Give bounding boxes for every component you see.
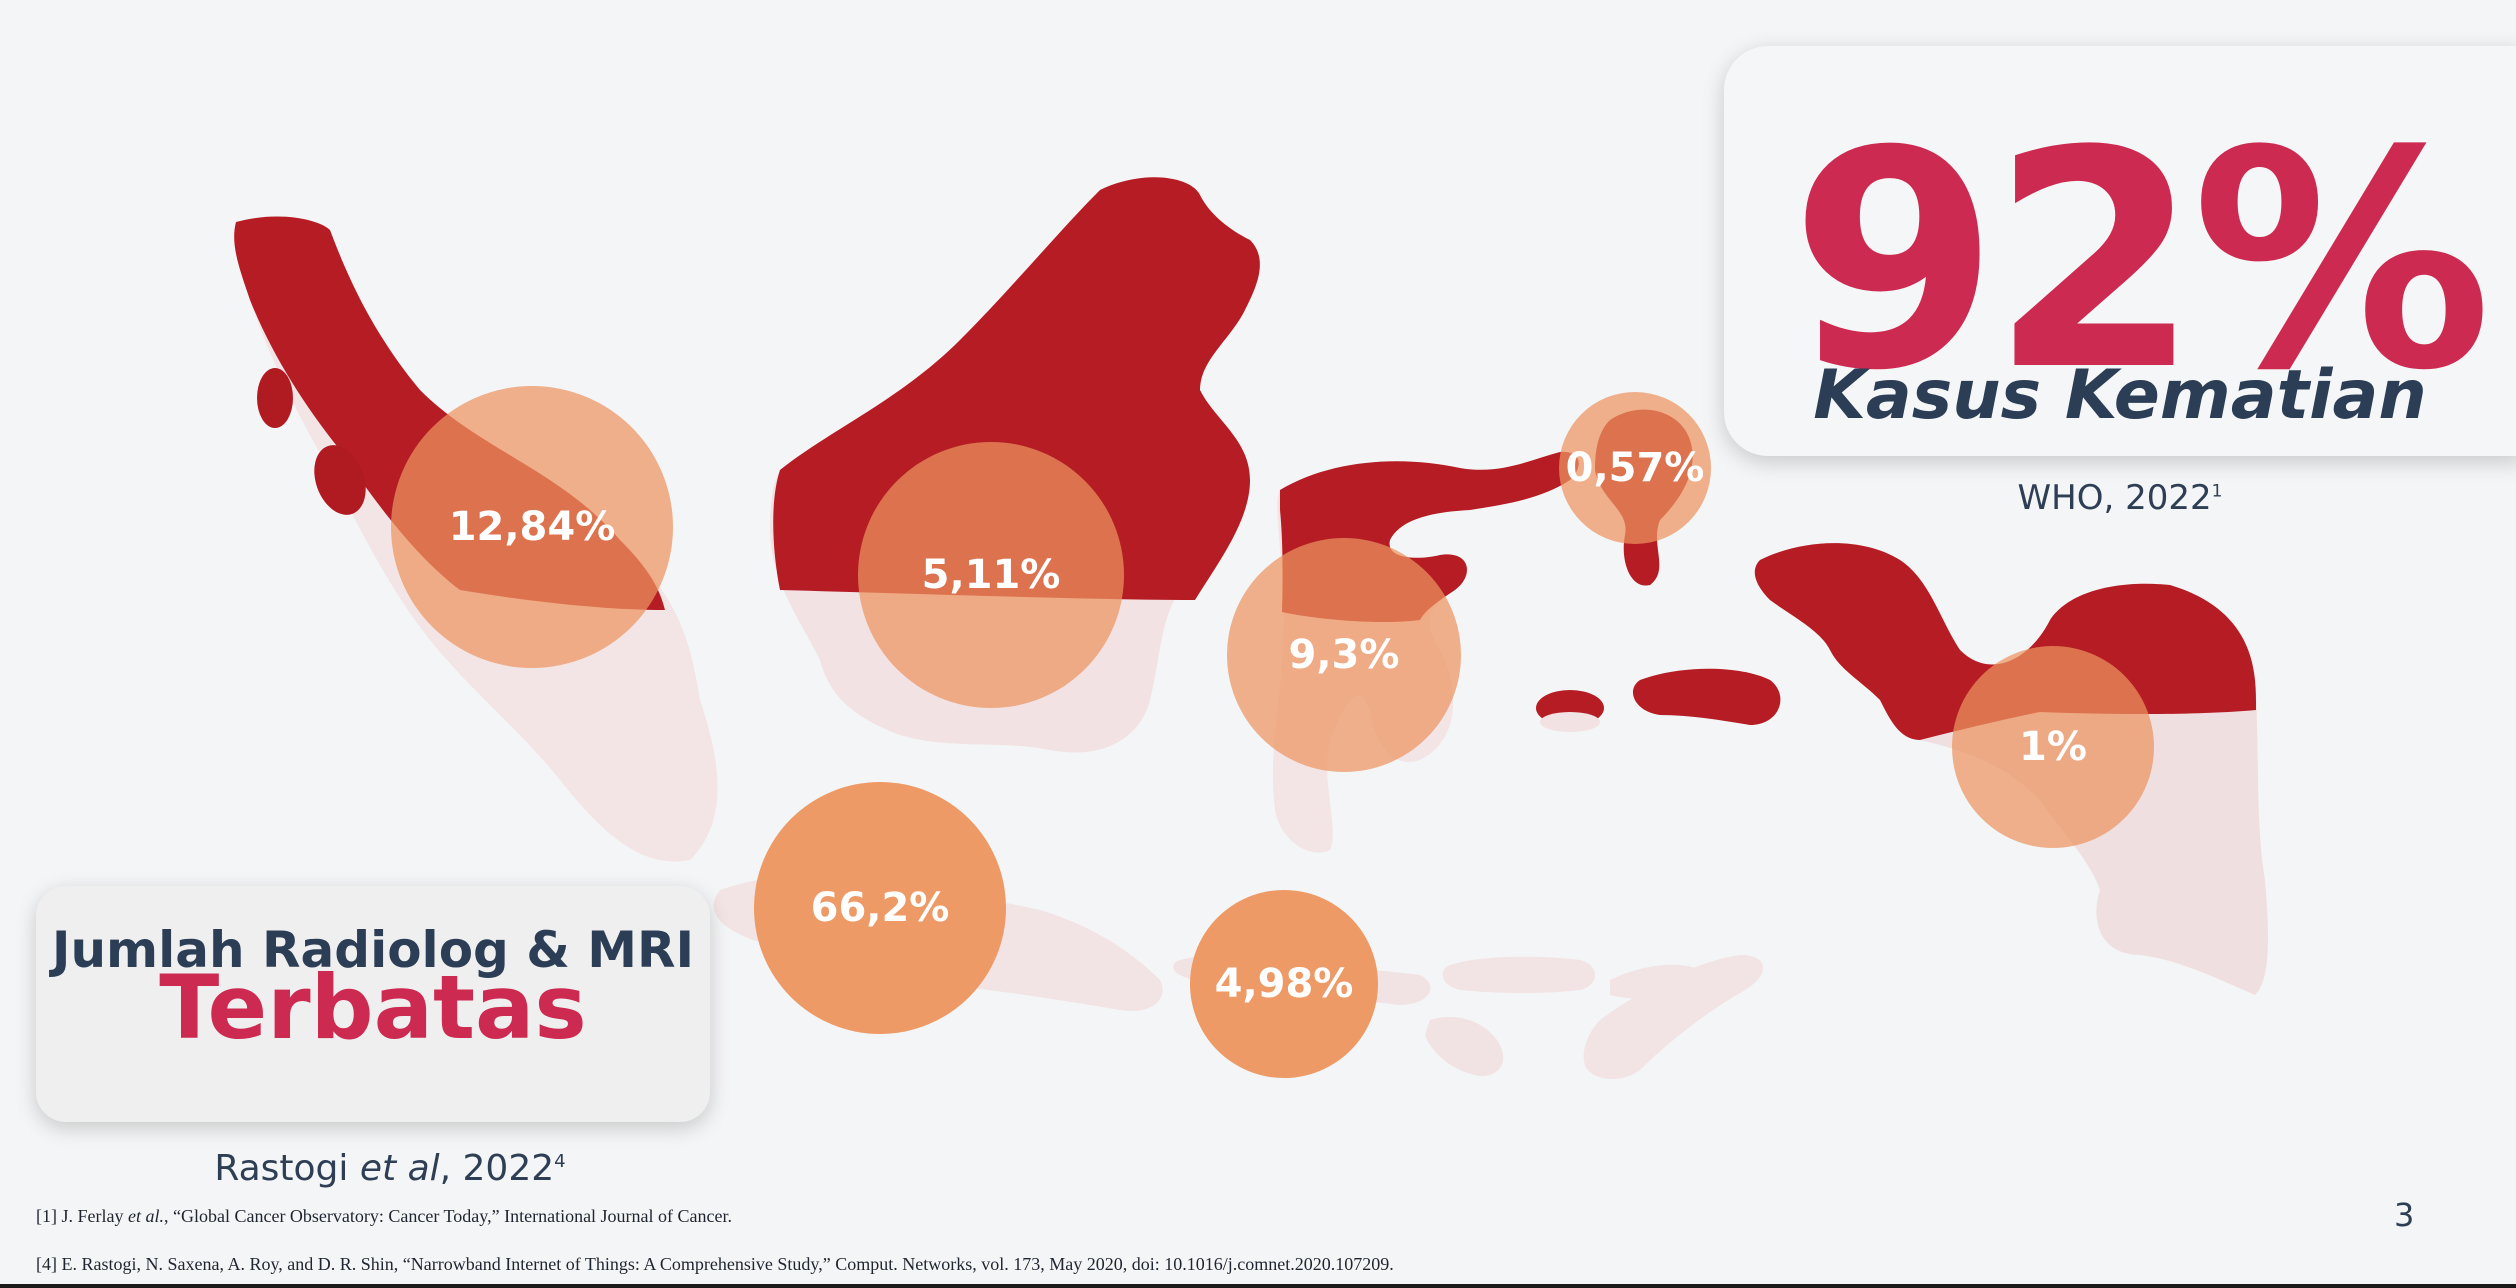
citation: Rastogi et al, 20224 bbox=[150, 1148, 630, 1189]
bubble-maluku-utara-value: 0,57% bbox=[1565, 445, 1705, 491]
radiolog-card bbox=[36, 886, 710, 1122]
stat-source-text: WHO, 2022 bbox=[2017, 478, 2212, 518]
stat-source: WHO, 20221 bbox=[1900, 478, 2340, 518]
bubble-jawa: 66,2% bbox=[754, 782, 1006, 1034]
reference-1-num: [1] J. Ferlay bbox=[36, 1206, 128, 1226]
bubble-sumatra: 12,84% bbox=[391, 386, 673, 668]
bubble-kalimantan: 5,11% bbox=[858, 442, 1124, 708]
bubble-papua-value: 1% bbox=[2019, 724, 2087, 770]
stat-value: 92% bbox=[1790, 87, 2492, 436]
bubble-sulawesi: 9,3% bbox=[1227, 538, 1461, 772]
bubble-maluku-utara: 0,57% bbox=[1559, 392, 1711, 544]
bubble-nusa-tenggara-value: 4,98% bbox=[1214, 961, 1354, 1007]
bubble-sulawesi-value: 9,3% bbox=[1288, 632, 1400, 678]
bubble-kalimantan-value: 5,11% bbox=[921, 552, 1061, 598]
stat-label: Kasus Kematian bbox=[1813, 356, 2427, 435]
reference-4: [4] E. Rastogi, N. Saxena, A. Roy, and D… bbox=[36, 1254, 1394, 1274]
citation-etal: et al bbox=[359, 1148, 440, 1189]
island-nusa-tenggara bbox=[1173, 954, 1764, 1080]
stat-source-ref: 1 bbox=[2211, 481, 2223, 502]
page-number: 3 bbox=[2394, 1196, 2415, 1234]
bubble-papua: 1% bbox=[1952, 646, 2154, 848]
bubble-nusa-tenggara: 4,98% bbox=[1190, 890, 1378, 1078]
bubble-jawa-value: 66,2% bbox=[810, 885, 950, 931]
reference-1-rest: , “Global Cancer Observatory: Cancer Tod… bbox=[163, 1206, 733, 1226]
radiolog-card-title: Jumlah Radiolog & MRI bbox=[51, 921, 695, 979]
reference-1: [1] J. Ferlay et al., “Global Cancer Obs… bbox=[36, 1206, 732, 1227]
bubble-sumatra-value: 12,84% bbox=[448, 504, 616, 550]
stat-card bbox=[1724, 46, 2516, 456]
island-maluku bbox=[1536, 668, 1781, 732]
citation-ref: 4 bbox=[554, 1151, 566, 1172]
reference-1-etal: et al. bbox=[127, 1206, 164, 1226]
bottom-border bbox=[0, 1284, 2516, 1288]
radiolog-card-emphasis: Terbatas bbox=[159, 956, 587, 1059]
citation-year: , 2022 bbox=[439, 1148, 555, 1189]
citation-author: Rastogi bbox=[214, 1148, 360, 1189]
